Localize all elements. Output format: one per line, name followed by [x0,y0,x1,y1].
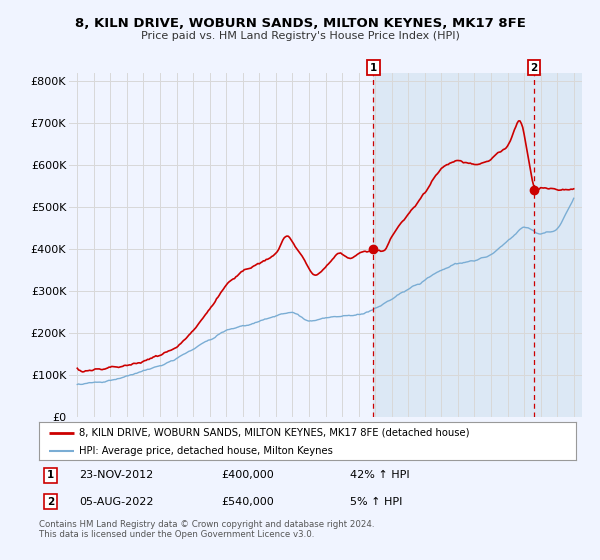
Text: 2: 2 [47,497,55,507]
Text: 1: 1 [370,63,377,73]
Text: £400,000: £400,000 [221,470,274,480]
Text: 05-AUG-2022: 05-AUG-2022 [79,497,154,507]
Text: HPI: Average price, detached house, Milton Keynes: HPI: Average price, detached house, Milt… [79,446,333,456]
Text: 1: 1 [47,470,55,480]
Text: 8, KILN DRIVE, WOBURN SANDS, MILTON KEYNES, MK17 8FE: 8, KILN DRIVE, WOBURN SANDS, MILTON KEYN… [74,17,526,30]
Text: 23-NOV-2012: 23-NOV-2012 [79,470,154,480]
Bar [373,73,582,417]
Text: 42% ↑ HPI: 42% ↑ HPI [350,470,410,480]
Text: £540,000: £540,000 [221,497,274,507]
Text: Contains HM Land Registry data © Crown copyright and database right 2024.
This d: Contains HM Land Registry data © Crown c… [39,520,374,539]
Text: 2: 2 [530,63,538,73]
Text: Price paid vs. HM Land Registry's House Price Index (HPI): Price paid vs. HM Land Registry's House … [140,31,460,41]
Text: 5% ↑ HPI: 5% ↑ HPI [350,497,403,507]
Text: 8, KILN DRIVE, WOBURN SANDS, MILTON KEYNES, MK17 8FE (detached house): 8, KILN DRIVE, WOBURN SANDS, MILTON KEYN… [79,428,470,438]
